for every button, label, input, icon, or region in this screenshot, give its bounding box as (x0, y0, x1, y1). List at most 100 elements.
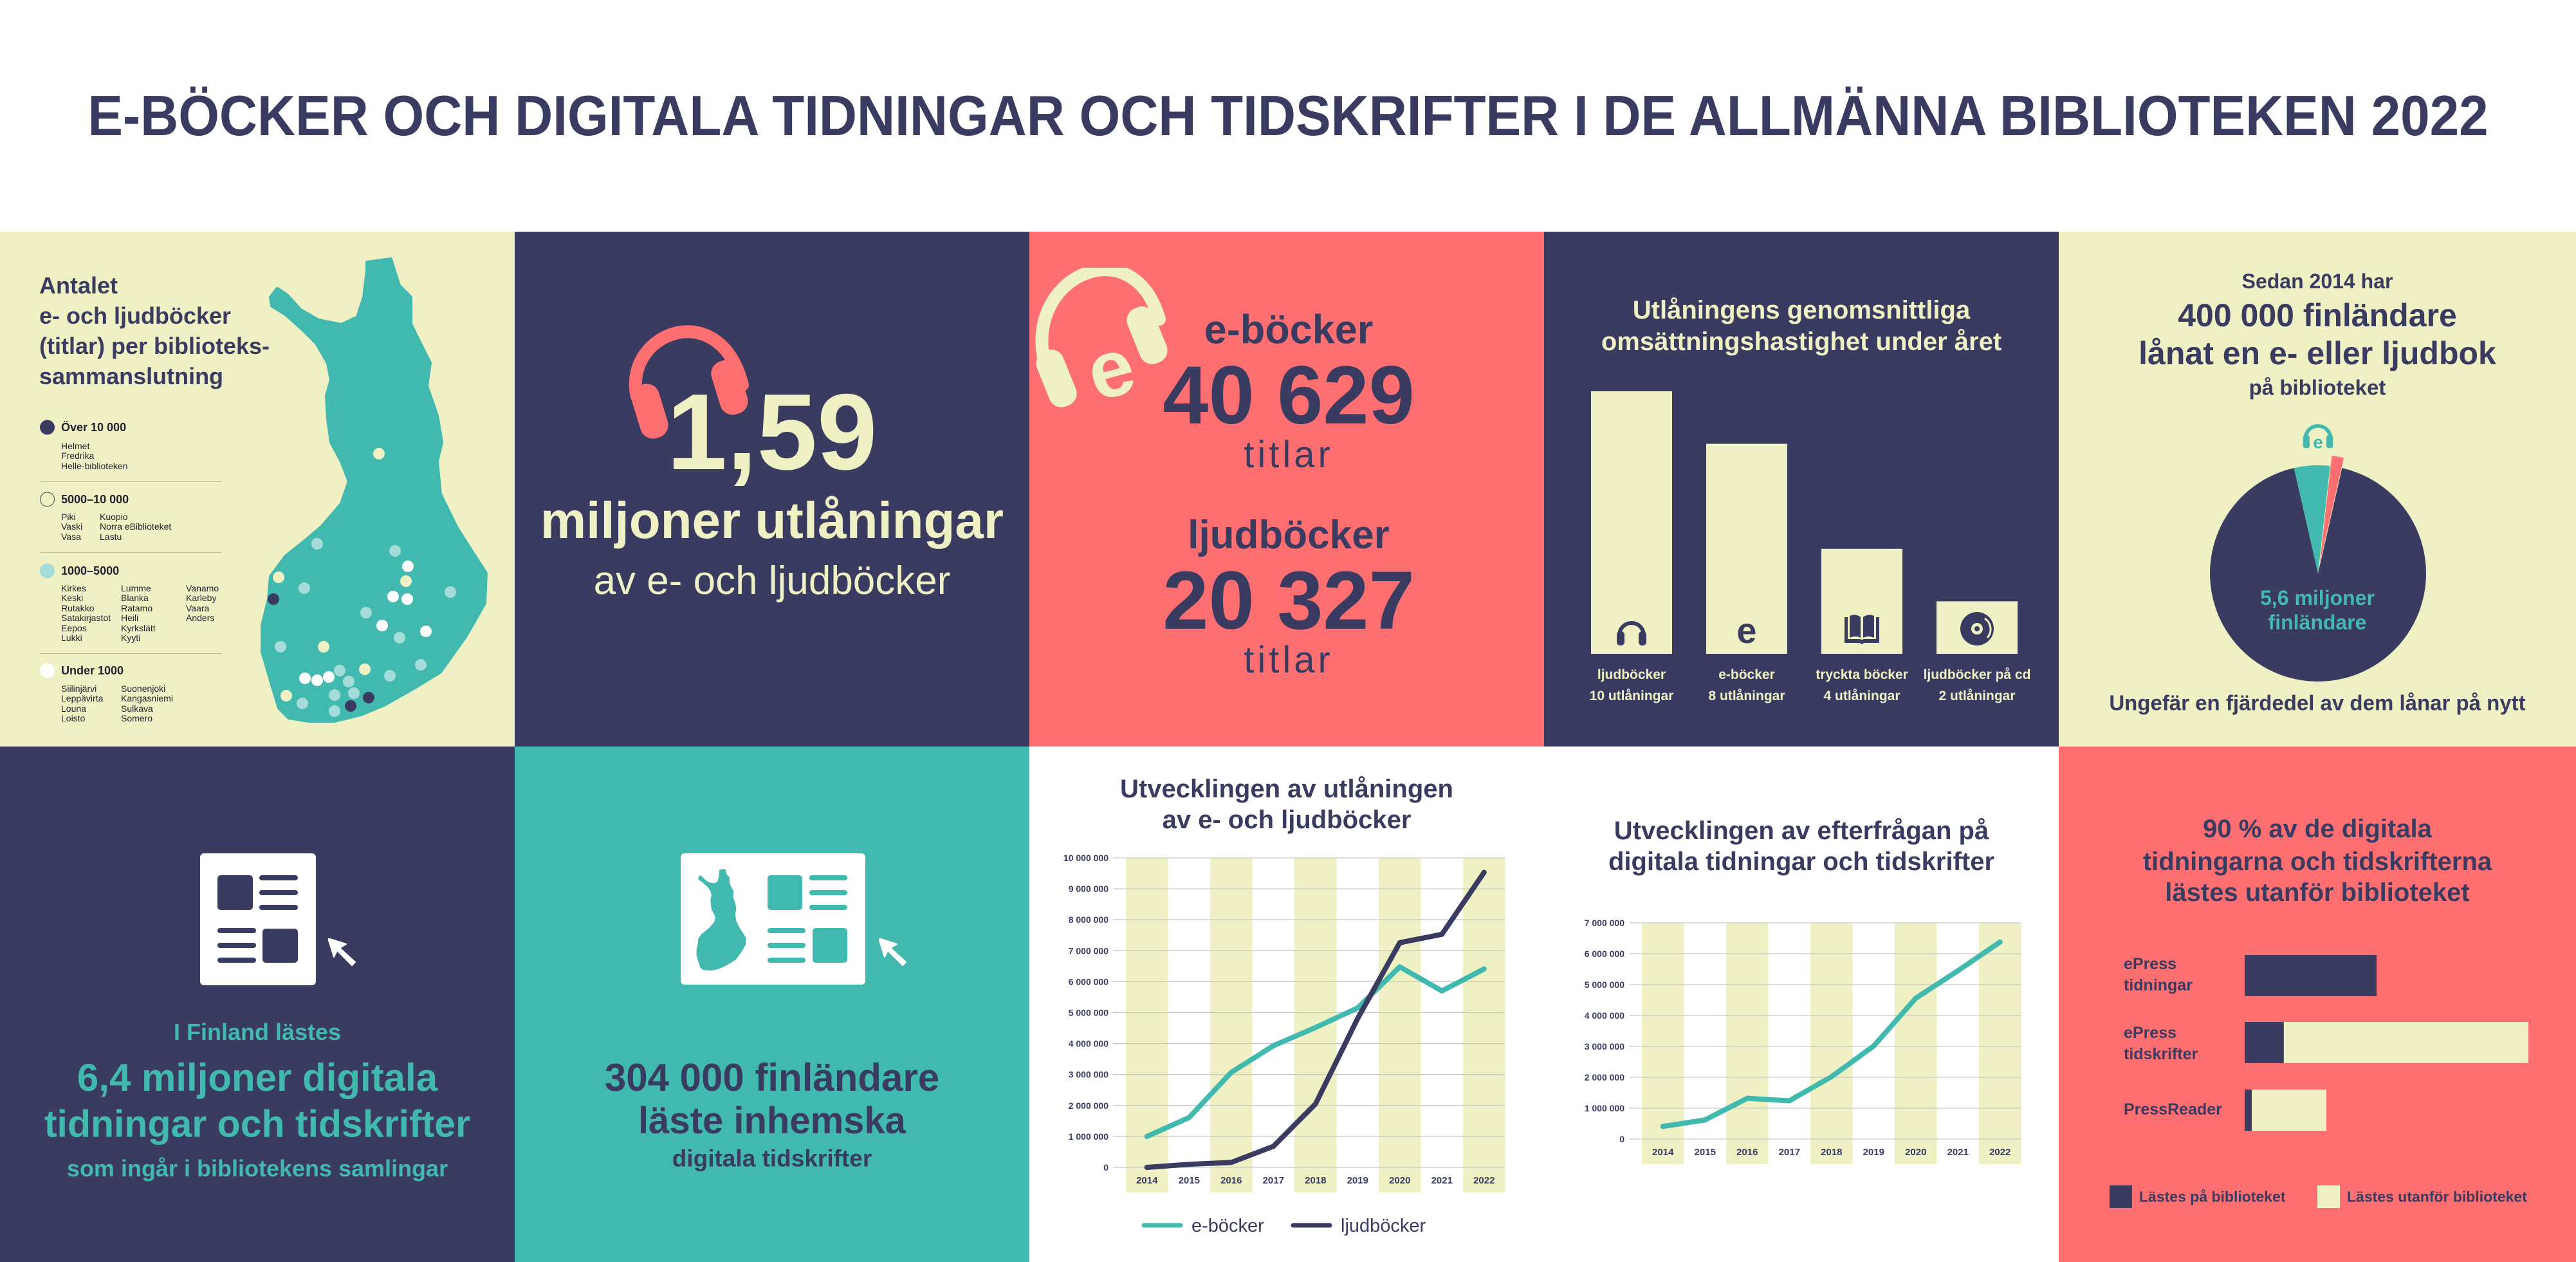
audiobooks-label: ljudböcker (1188, 513, 1390, 557)
legend-swatch-navy (40, 420, 55, 435)
year-stripe (1126, 858, 1168, 1192)
x-tick-label: 2016 (1220, 1175, 1242, 1186)
audiobooks-unit: titlar (1244, 639, 1334, 681)
loans-line-chart: 0 1 000 000 2 000 000 3 000 000 4 000 000 5 0… (1063, 853, 1505, 1236)
data-point (1397, 964, 1403, 970)
map-marker-navy (268, 593, 279, 605)
newspaper-icon (200, 853, 316, 985)
category-label-line: ePress (2124, 955, 2177, 973)
library-name: Vaara (186, 602, 210, 613)
chart-title-line: digitala tidningar och tidskrifter (1608, 848, 1995, 876)
map-marker-navy (345, 700, 356, 712)
bar-value-label: 8 utlåningar (1708, 689, 1785, 703)
chart-title-line: av e- och ljudböcker (1162, 806, 1412, 834)
category-label-line: ePress (2124, 1024, 2177, 1042)
map-marker-white (376, 620, 388, 631)
y-tick-label: 7 000 000 (1585, 918, 1624, 928)
digital-reads-sub: som ingår i bibliotekens samlingar (66, 1155, 448, 1182)
x-tick-label: 2022 (1989, 1147, 2010, 1158)
bar-category: e-böcker (1718, 667, 1775, 682)
bar-segment-in-library (2245, 1022, 2284, 1063)
map-heading-line: sammanslutning (39, 363, 224, 389)
map-marker-light-teal (360, 607, 372, 618)
data-point (1439, 988, 1445, 994)
y-tick-label: 10 000 000 (1063, 853, 1109, 863)
bar-open-book (1821, 548, 1902, 654)
x-tick-label: 2016 (1736, 1147, 1758, 1158)
legend-swatch-light-teal (40, 563, 55, 579)
legend-heading: 5000–10 000 (61, 493, 129, 506)
library-name: Louna (61, 703, 86, 714)
map-marker-white (299, 673, 311, 684)
y-tick-label: 4 000 000 (1069, 1039, 1109, 1049)
map-marker-light-teal (329, 705, 340, 717)
library-name: Kangasniemi (121, 693, 173, 704)
y-tick-label: 7 000 000 (1069, 945, 1109, 956)
bar-segment-outside-library (2283, 1022, 2528, 1063)
y-tick-label: 2 000 000 (1069, 1100, 1109, 1111)
borrowers-intro: Sedan 2014 har (2241, 270, 2393, 293)
library-name: Norra eBiblioteket (100, 521, 172, 532)
library-name: Heili (121, 613, 139, 624)
library-name: Siilinjärvi (61, 683, 97, 694)
map-marker-cream (318, 641, 329, 653)
bar-headphones (1591, 391, 1672, 654)
x-tick-label: 2017 (1779, 1147, 1800, 1158)
library-name: Lumme (121, 583, 151, 593)
plot-area: 0 1 000 000 2 000 000 3 000 000 4 000 000 5 0… (1063, 853, 1505, 1192)
library-name: Piki (61, 512, 76, 522)
map-heading-line: Antalet (39, 272, 118, 299)
cd-icon (1960, 612, 1994, 645)
chart-title-line: Utlåningens genomsnittliga (1632, 296, 1971, 324)
map-marker-white (387, 591, 399, 602)
library-name: Suonenjoki (121, 683, 166, 694)
data-point (1271, 1144, 1276, 1149)
finland-map-shape (261, 257, 488, 723)
ebooks-label: e-böcker (1204, 307, 1374, 353)
data-point (1744, 1095, 1750, 1101)
category-label-epress-magazines: ePress tidskrifter (2124, 1023, 2198, 1065)
pie-slice-borrows-again (2319, 456, 2344, 564)
turnover-bar-chart (1591, 391, 2018, 654)
library-name: Kyrkslätt (121, 622, 156, 633)
legend-divider (40, 481, 222, 482)
y-tick-label: 1 000 000 (1069, 1131, 1109, 1142)
year-stripe (1895, 923, 1937, 1164)
library-name: Vaski (61, 521, 83, 532)
map-marker-cream (373, 448, 385, 459)
audiobooks-value: 20 327 (1163, 555, 1415, 647)
data-point (1355, 1005, 1361, 1011)
bar-segment-in-library (2245, 955, 2377, 996)
legend-label: Lästes utanför biblioteket (2347, 1188, 2527, 1205)
year-stripe (1979, 923, 2021, 1164)
year-stripe (1210, 858, 1253, 1192)
map-heading-line: (titlar) per biblioteks- (39, 333, 270, 359)
map-marker-cream (359, 663, 371, 675)
library-name: Rutakko (61, 602, 95, 613)
library-name: Helmet (61, 441, 90, 451)
pie-slice-rest (2210, 468, 2426, 682)
y-tick-label: 4 000 000 (1585, 1010, 1624, 1021)
bar-value-label: 4 utlåningar (1823, 689, 1900, 703)
chart-title-line: tidningarna och tidskrifterna (2142, 848, 2492, 876)
data-point (1228, 1160, 1234, 1165)
y-tick-label: 6 000 000 (1585, 949, 1624, 959)
reading-location-chart-panel: 90 % av de digitala tidningarna och tids… (2059, 747, 2576, 1262)
bar-segment-outside-library (2252, 1090, 2327, 1131)
category-label-pressreader: PressReader (2124, 1099, 2222, 1120)
map-marker-cream (273, 571, 284, 583)
population-pie-chart (2210, 456, 2426, 682)
year-stripe (1810, 923, 1853, 1164)
loans-line2: av e- och ljudböcker (593, 559, 951, 603)
library-name: Satakirjastot (61, 613, 111, 624)
bar-value-label: 10 utlåningar (1589, 689, 1674, 703)
y-tick-label: 3 000 000 (1585, 1041, 1624, 1052)
library-name: Helle-biblioteken (61, 460, 128, 471)
map-marker-navy (363, 692, 374, 703)
y-tick-label: 2 000 000 (1585, 1072, 1624, 1082)
y-tick-label: 8 000 000 (1069, 914, 1109, 925)
headphones-e-icon: e (1035, 268, 1168, 409)
open-book-icon (1845, 615, 1879, 644)
reading-location-bar-chart (2245, 955, 2528, 1131)
x-tick-label: 2022 (1473, 1175, 1495, 1186)
